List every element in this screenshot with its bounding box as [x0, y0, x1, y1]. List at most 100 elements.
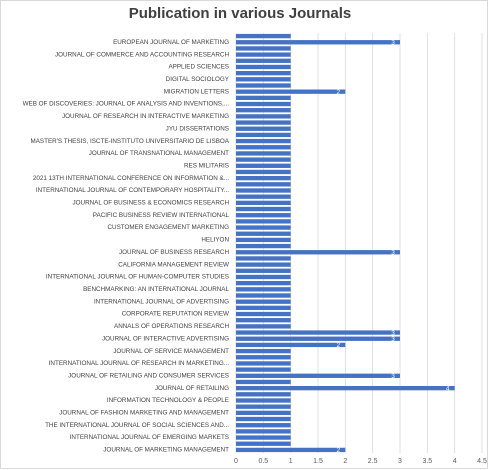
bar	[236, 33, 291, 39]
bar	[236, 225, 291, 230]
chart-title: Publication in various Journals	[129, 5, 352, 22]
bar	[236, 77, 291, 82]
bar	[236, 305, 291, 311]
y-tick-label: EUROPEAN JOURNAL OF MARKETING	[113, 39, 229, 46]
bar	[236, 237, 291, 243]
y-tick-label: APPLIED SCIENCES	[168, 64, 229, 71]
bar	[236, 58, 291, 63]
bar	[236, 151, 291, 156]
bar	[236, 95, 291, 101]
bar	[236, 163, 291, 168]
bar	[236, 213, 291, 218]
value-label: 2	[337, 342, 341, 349]
y-tick-label: JOURNAL OF SERVICE MANAGEMENT	[113, 348, 229, 355]
x-tick-label: 4	[453, 458, 457, 465]
bar	[236, 342, 346, 348]
y-tick-label: JOURNAL OF BUSINESS RESEARCH	[119, 249, 229, 256]
bar	[236, 348, 291, 354]
bar	[236, 293, 291, 298]
bar	[236, 318, 291, 323]
y-tick-label: 2021 13TH INTERNATIONAL CONFERENCE ON IN…	[33, 175, 229, 182]
y-tick-label: CALIFORNIA MANAGEMENT REVIEW	[118, 261, 229, 268]
y-tick-label: JOURNAL OF INTERACTIVE ADVERTISING	[102, 335, 229, 342]
bar	[236, 398, 291, 403]
x-tick-label: 0.5	[258, 458, 268, 465]
y-tick-label: JOURNAL OF TRANSNATIONAL MANAGEMENT	[89, 150, 229, 157]
bar	[236, 299, 291, 304]
bar	[236, 311, 291, 317]
bar	[236, 101, 291, 107]
value-label: 3	[391, 336, 395, 343]
bar	[236, 280, 291, 286]
y-tick-label: THE INTERNATIONAL JOURNAL OF SOCIAL SCIE…	[45, 422, 229, 429]
bar	[236, 256, 291, 261]
y-tick-label: BENCHMARKING: AN INTERNATIONAL JOURNAL	[83, 286, 229, 293]
bar	[236, 441, 291, 446]
bar	[236, 182, 291, 187]
bar	[236, 410, 291, 416]
bar	[236, 188, 291, 193]
y-tick-label: JOURNAL OF RESEARCH IN INTERACTIVE MARKE…	[62, 113, 229, 120]
y-tick-label: INTERNATIONAL JOURNAL OF EMERGING MARKET…	[70, 434, 229, 441]
bar	[236, 46, 291, 51]
x-tick-label: 2.5	[368, 458, 378, 465]
bar	[236, 379, 291, 385]
bar	[236, 435, 291, 440]
y-tick-label: JYU DISSERTATIONS	[166, 125, 229, 132]
bar	[236, 447, 346, 453]
bar	[236, 262, 291, 267]
y-tick-label: INFORMATION TECHNOLOGY & PEOPLE	[107, 397, 229, 404]
y-tick-label: INTERNATIONAL JOURNAL OF HUMAN-COMPUTER …	[46, 274, 229, 281]
bar	[236, 175, 291, 181]
bar	[236, 52, 291, 57]
bar	[236, 206, 291, 212]
y-tick-label: JOURNAL OF FASHION MARKETING AND MANAGEM…	[59, 410, 229, 417]
bar	[236, 120, 291, 125]
bar	[236, 70, 291, 76]
bar	[236, 367, 291, 372]
bar	[236, 40, 400, 45]
bar	[236, 145, 291, 150]
bar	[236, 231, 291, 236]
y-tick-label: WEB OF DISCOVERIES: JOURNAL OF ANALYSIS …	[23, 101, 230, 108]
bar	[236, 194, 291, 199]
bar	[236, 324, 291, 329]
y-tick-label: INTERNATIONAL JOURNAL OF ADVERTISING	[94, 298, 229, 305]
bar	[236, 361, 291, 366]
bar	[236, 64, 291, 70]
y-tick-label: INTERNATIONAL JOURNAL OF RESEARCH IN MAR…	[49, 360, 230, 367]
y-tick-label: JOURNAL OF RETAILING AND CONSUMER SERVIC…	[68, 372, 229, 379]
y-tick-label: JOURNAL OF BUSINESS & ECONOMICS RESEARCH	[72, 200, 229, 207]
x-tick-label: 3	[398, 458, 402, 465]
y-tick-label: RES MILITARIS	[184, 162, 229, 169]
bar	[236, 114, 291, 119]
bar	[236, 274, 291, 280]
y-tick-label: CORPORATE REPUTATION REVIEW	[122, 311, 229, 318]
bar	[236, 126, 291, 131]
value-label: 2	[337, 89, 341, 96]
bar	[236, 132, 291, 138]
x-tick-label: 0	[234, 458, 238, 465]
y-tick-label: CUSTOMER ENGAGEMENT MARKETING	[107, 224, 229, 231]
y-tick-label: PACIFIC BUSINESS REVIEW INTERNATIONAL	[93, 212, 230, 219]
bar	[236, 138, 291, 144]
x-tick-label: 3.5	[422, 458, 432, 465]
value-label: 4	[446, 385, 450, 392]
y-tick-label: MASTER'S THESIS, ISCTE-INSTITUTO UNIVERS…	[30, 138, 229, 145]
bar	[236, 416, 291, 422]
y-tick-label: JOURNAL OF MARKETING MANAGEMENT	[103, 447, 229, 454]
bar	[236, 89, 346, 94]
value-label: 3	[391, 39, 395, 46]
bar	[236, 250, 400, 255]
bar	[236, 200, 291, 206]
bar	[236, 373, 400, 378]
value-label: 3	[391, 373, 395, 380]
x-tick-label: 2	[343, 458, 347, 465]
bar	[236, 287, 291, 292]
y-tick-label: JOURNAL OF RETAILING	[155, 385, 229, 392]
bar	[236, 169, 291, 175]
bar	[236, 336, 400, 341]
bar	[236, 108, 291, 113]
bar	[236, 157, 291, 162]
